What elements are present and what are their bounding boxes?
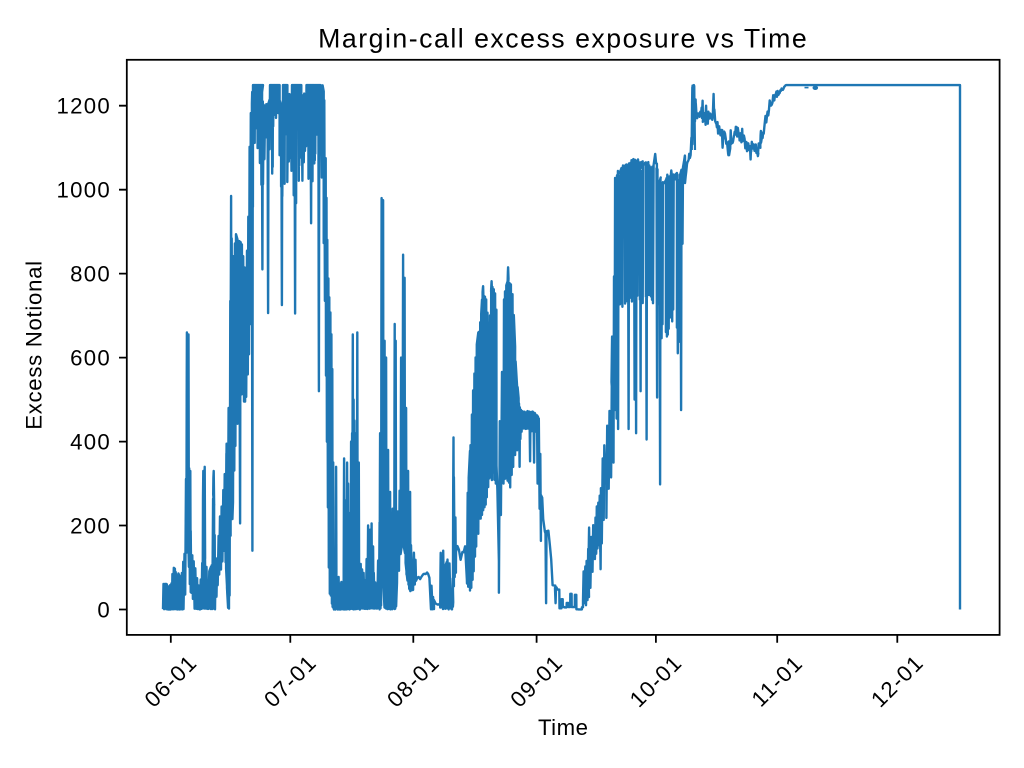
svg-text:0: 0 [97, 597, 111, 622]
svg-text:800: 800 [70, 262, 111, 287]
svg-text:200: 200 [70, 513, 111, 538]
svg-text:1000: 1000 [56, 178, 111, 203]
svg-text:Margin-call excess exposure vs: Margin-call excess exposure vs Time [318, 24, 808, 54]
svg-text:1200: 1200 [56, 94, 111, 119]
svg-text:600: 600 [70, 346, 111, 371]
svg-text:Excess Notional: Excess Notional [22, 260, 47, 430]
svg-text:Time: Time [538, 715, 588, 740]
svg-text:400: 400 [70, 430, 111, 455]
